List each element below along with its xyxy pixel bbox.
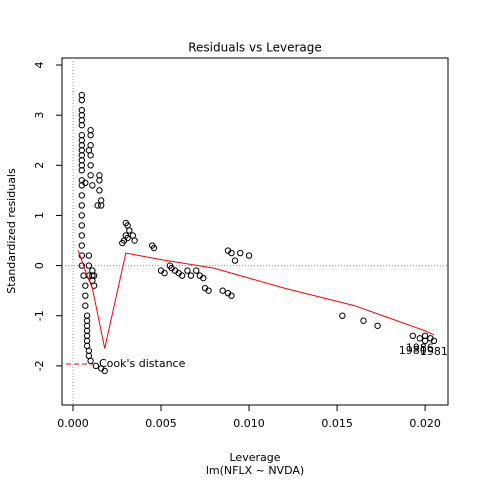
y-tick-label: -2 [33, 360, 46, 371]
point-label: 1986 [406, 341, 434, 354]
point [237, 249, 244, 257]
point [430, 337, 438, 345]
point [96, 187, 103, 194]
point [78, 232, 86, 239]
point [96, 177, 103, 184]
point [228, 292, 235, 299]
point [205, 287, 212, 294]
point [78, 167, 86, 174]
point [374, 322, 381, 329]
point [82, 179, 89, 187]
x-axis-label: Leverage [230, 451, 281, 464]
point [78, 121, 86, 129]
point [178, 272, 186, 279]
y-axis-label: Standardized residuals [5, 168, 18, 294]
point [78, 252, 86, 259]
point [78, 192, 86, 199]
point [78, 96, 86, 104]
point [87, 162, 94, 169]
plot-frame [61, 57, 449, 406]
point [78, 212, 86, 219]
y-tick-label: -1 [33, 310, 46, 321]
point [126, 227, 133, 234]
point-label: 1980 [399, 344, 427, 357]
point [87, 357, 94, 365]
point [78, 222, 86, 229]
point [82, 302, 89, 309]
point [119, 239, 126, 247]
x-tick-label: 0.000 [57, 417, 89, 430]
point-label: 1981 [420, 345, 448, 358]
subtitle: lm(NFLX ~ NVDA) [206, 464, 304, 477]
x-tick-label: 0.010 [233, 417, 265, 430]
point [90, 272, 98, 279]
point [78, 262, 86, 269]
point [187, 272, 195, 279]
point [200, 274, 207, 282]
point [228, 249, 235, 257]
y-tick-label: 3 [33, 112, 46, 119]
smooth-line [77, 250, 435, 349]
point [85, 262, 93, 269]
point [78, 242, 86, 249]
legend-label: Cook's distance [99, 357, 186, 370]
point [87, 172, 94, 179]
point [82, 282, 89, 289]
point [360, 317, 367, 324]
point [82, 292, 89, 299]
point [193, 267, 200, 274]
point [245, 252, 253, 259]
point [231, 257, 239, 264]
point [219, 287, 226, 294]
point [339, 312, 346, 319]
y-tick-label: 2 [33, 162, 46, 169]
point [87, 132, 94, 139]
y-tick-label: 1 [33, 212, 46, 219]
x-tick-label: 0.015 [321, 417, 353, 430]
point [161, 269, 168, 277]
point [85, 252, 93, 259]
y-tick-label: 4 [33, 62, 46, 69]
point [421, 337, 429, 345]
point [131, 237, 138, 244]
point [92, 362, 100, 370]
point [94, 202, 101, 209]
point [97, 202, 105, 209]
chart-title: Residuals vs Leverage [188, 41, 322, 55]
point [85, 147, 93, 154]
x-tick-label: 0.020 [409, 417, 441, 430]
y-tick-label: 0 [33, 262, 46, 269]
point [78, 202, 86, 209]
x-tick-label: 0.005 [145, 417, 177, 430]
point [89, 182, 96, 189]
point [184, 267, 191, 274]
point [101, 367, 108, 375]
point [150, 244, 158, 252]
point [409, 332, 416, 340]
point [416, 335, 424, 342]
point [80, 272, 87, 279]
